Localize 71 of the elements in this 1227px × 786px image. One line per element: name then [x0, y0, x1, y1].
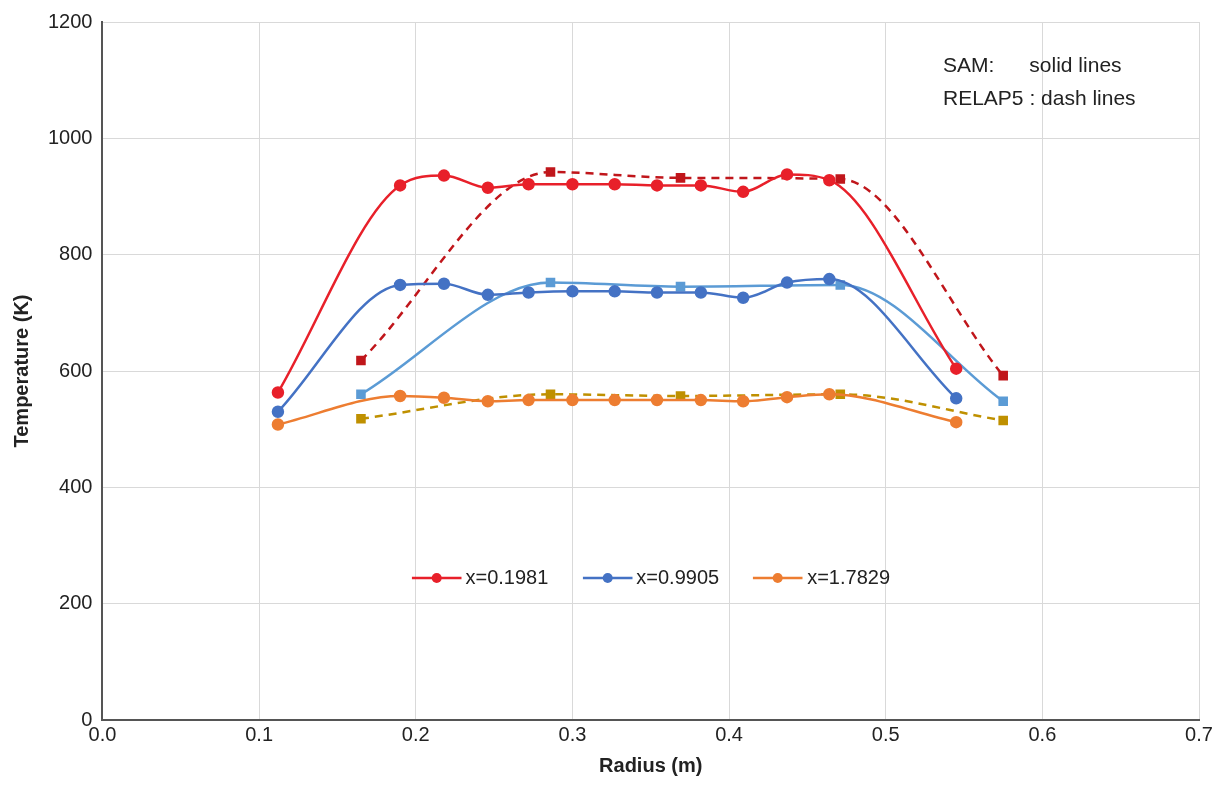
x-tick-label: 0.1 [245, 722, 274, 745]
point [481, 181, 495, 195]
legend-label: x=0.1981 [465, 566, 549, 590]
point [522, 178, 535, 191]
point [949, 362, 963, 375]
point [437, 277, 451, 290]
point [566, 393, 579, 407]
y-axis-title: Temperature (K) [9, 294, 32, 448]
point [608, 178, 621, 191]
point [998, 396, 1008, 407]
point [780, 168, 794, 181]
point [780, 390, 794, 404]
point [271, 386, 285, 399]
x-tick-label: 0.3 [558, 722, 587, 745]
point [393, 179, 407, 192]
legend-label: x=0.9905 [636, 566, 720, 590]
x-tick-label: 0.6 [1028, 722, 1057, 745]
point [694, 286, 708, 299]
point [393, 278, 407, 292]
point [650, 286, 664, 299]
point [437, 391, 451, 405]
point [522, 393, 535, 407]
point [608, 393, 621, 407]
point [545, 389, 556, 400]
point [736, 395, 750, 408]
point [736, 291, 750, 304]
point [998, 415, 1008, 426]
point [545, 277, 556, 288]
point [356, 413, 366, 424]
point [271, 418, 285, 431]
point [545, 167, 556, 177]
x-tick-label: 0.7 [1185, 722, 1213, 745]
point [393, 389, 407, 403]
point [736, 185, 750, 199]
y-tick-label: 400 [59, 474, 93, 497]
point [608, 285, 621, 298]
point [437, 169, 451, 182]
point [675, 281, 686, 292]
point [835, 174, 846, 184]
point [356, 355, 366, 366]
x-tick-label: 0.2 [401, 722, 430, 745]
point [823, 173, 836, 187]
point [998, 370, 1008, 381]
y-tick-label: 800 [59, 242, 93, 265]
point [823, 388, 836, 401]
x-axis-title: Radius (m) [599, 753, 703, 776]
point [650, 393, 664, 407]
y-tick-label: 600 [59, 358, 93, 381]
point [780, 276, 794, 289]
point [356, 389, 366, 400]
point [949, 415, 963, 429]
annotation: SAM: solid lines [943, 53, 1122, 76]
annotation: RELAP5 : dash lines [943, 86, 1136, 109]
point [566, 285, 579, 298]
x-tick-label: 0.5 [871, 722, 900, 745]
point [271, 405, 285, 418]
y-tick-label: 1000 [47, 125, 93, 148]
point [949, 392, 963, 405]
y-tick-label: 200 [59, 591, 93, 614]
point [675, 173, 686, 183]
point [481, 395, 495, 408]
legend-label: x=1.7829 [807, 566, 891, 590]
y-tick-label: 1200 [47, 9, 93, 32]
point [694, 179, 708, 192]
point [650, 179, 664, 192]
point [823, 272, 836, 286]
point [694, 393, 708, 407]
x-tick-label: 0.4 [715, 722, 743, 745]
point [481, 288, 495, 302]
point [522, 286, 535, 299]
point [566, 178, 579, 191]
